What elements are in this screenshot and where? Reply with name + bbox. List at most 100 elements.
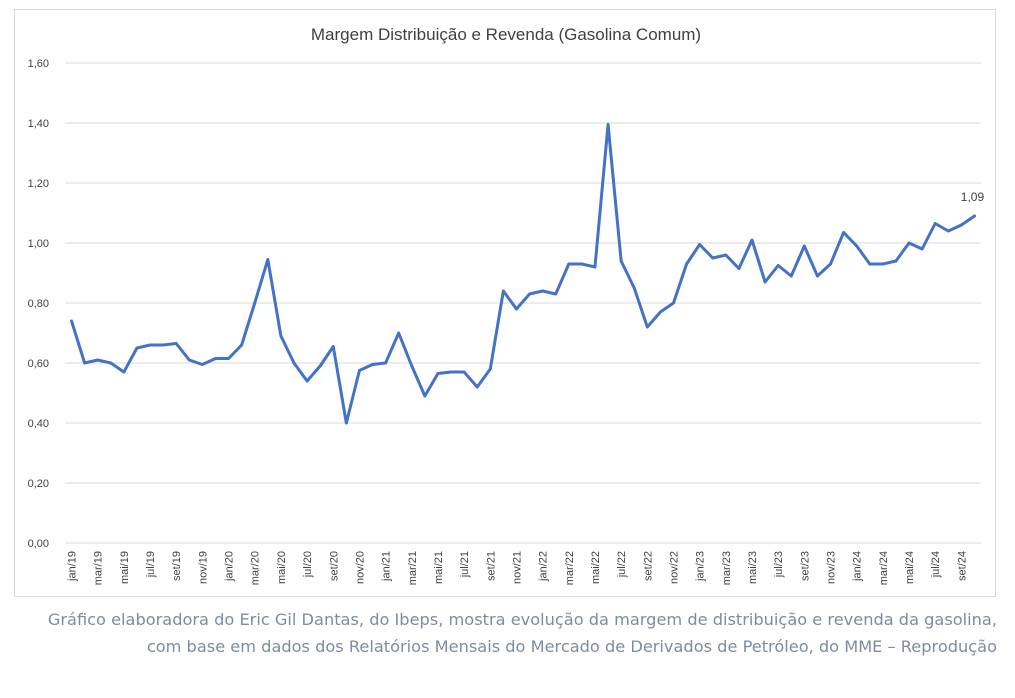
data-point	[855, 244, 859, 248]
data-point	[240, 343, 244, 347]
x-tick-label: jul/24	[930, 551, 942, 578]
data-point	[515, 307, 518, 311]
x-tick-label: mar/23	[721, 551, 733, 585]
data-point	[632, 286, 636, 290]
x-tick-label: jan/21	[381, 551, 393, 582]
data-point	[423, 394, 427, 398]
y-axis-ticks: 0,00 0,20 0,40 0,60 0,80 1,00 1,20 1,40 1,60	[28, 58, 49, 550]
data-point	[410, 364, 414, 368]
data-point	[436, 372, 440, 375]
x-tick-label: jan/20	[224, 551, 236, 582]
data-point	[946, 229, 950, 233]
x-tick-label: nov/20	[354, 551, 366, 584]
data-point	[174, 342, 178, 345]
x-tick-label: mar/20	[250, 551, 262, 585]
x-tick-label: set/19	[171, 551, 183, 581]
data-point	[554, 292, 558, 296]
data-point	[645, 325, 649, 329]
x-tick-label: jan/24	[852, 551, 864, 582]
x-tick-label: mai/21	[433, 551, 445, 584]
x-tick-label: jul/21	[459, 551, 471, 578]
x-tick-label: mai/24	[904, 551, 916, 584]
data-point	[253, 301, 257, 305]
data-point	[907, 241, 911, 245]
x-tick-label: nov/23	[826, 551, 838, 584]
data-point	[672, 301, 675, 305]
data-point	[894, 259, 898, 263]
x-tick-label: nov/22	[668, 551, 680, 584]
data-label: 1,09	[961, 190, 985, 204]
data-point	[724, 253, 728, 257]
data-labels: 1,09	[961, 190, 985, 204]
data-point	[318, 364, 322, 368]
data-point	[685, 262, 688, 266]
data-point	[148, 343, 152, 347]
data-point	[122, 370, 126, 374]
y-tick-label: 0,80	[28, 298, 49, 310]
data-point	[161, 343, 165, 347]
x-tick-label: set/22	[642, 551, 654, 581]
x-axis-ticks: jan/19 mar/19 mai/19 jul/19 set/19 nov/19 jan/…	[67, 551, 969, 585]
y-tick-label: 1,20	[28, 178, 49, 190]
data-point	[397, 331, 401, 335]
data-point	[384, 361, 387, 365]
x-tick-label: mar/21	[407, 551, 419, 585]
data-point	[214, 357, 217, 360]
x-tick-label: jan/22	[538, 551, 550, 582]
data-point	[816, 274, 819, 278]
series-layer	[70, 123, 976, 425]
y-tick-label: 0,20	[28, 478, 49, 490]
x-tick-label: nov/21	[511, 551, 523, 584]
data-point	[279, 334, 283, 338]
data-point	[462, 370, 466, 374]
data-point	[567, 262, 571, 266]
y-tick-label: 0,40	[28, 418, 49, 430]
x-tick-label: jan/19	[67, 551, 79, 582]
y-tick-label: 1,40	[28, 118, 49, 130]
y-tick-label: 1,60	[28, 58, 49, 70]
data-point	[619, 259, 623, 263]
data-point	[541, 289, 545, 293]
x-tick-label: jul/20	[302, 551, 314, 578]
data-point	[698, 243, 702, 246]
data-point	[868, 262, 872, 266]
data-point	[331, 345, 335, 348]
x-tick-label: mai/20	[276, 551, 288, 584]
data-point	[973, 214, 976, 218]
data-point	[959, 223, 963, 227]
data-point	[829, 262, 832, 266]
line-chart: Margem Distribuição e Revenda (Gasolina …	[28, 25, 985, 585]
data-point	[763, 280, 767, 284]
data-point	[70, 319, 73, 323]
data-point	[528, 292, 531, 296]
data-point	[83, 361, 87, 365]
data-point	[109, 361, 113, 365]
series-line	[70, 123, 976, 425]
data-point	[920, 247, 924, 251]
data-point	[187, 358, 191, 362]
data-point	[593, 265, 597, 269]
data-point	[789, 274, 793, 278]
chart-title: Margem Distribuição e Revenda (Gasolina …	[311, 25, 701, 44]
x-tick-label: mar/19	[93, 551, 105, 585]
y-tick-label: 0,00	[28, 538, 49, 550]
data-point	[933, 222, 937, 225]
data-point	[344, 421, 348, 425]
data-point	[501, 289, 505, 293]
x-tick-label: mar/24	[878, 551, 890, 585]
data-point	[881, 262, 885, 266]
image-caption: Gráfico elaboradora do Eric Gil Dantas, …	[47, 610, 997, 656]
x-tick-label: jul/22	[616, 551, 628, 578]
data-point	[475, 385, 479, 389]
data-point	[580, 262, 584, 266]
data-point	[659, 310, 662, 314]
data-point	[711, 256, 715, 260]
y-tick-label: 0,60	[28, 358, 49, 370]
x-tick-label: set/24	[956, 551, 968, 581]
data-point	[776, 264, 780, 267]
x-tick-label: mar/22	[564, 551, 576, 585]
y-tick-label: 1,00	[28, 238, 49, 250]
x-tick-label: nov/19	[197, 551, 209, 584]
data-point	[606, 123, 610, 126]
data-point	[292, 361, 296, 365]
